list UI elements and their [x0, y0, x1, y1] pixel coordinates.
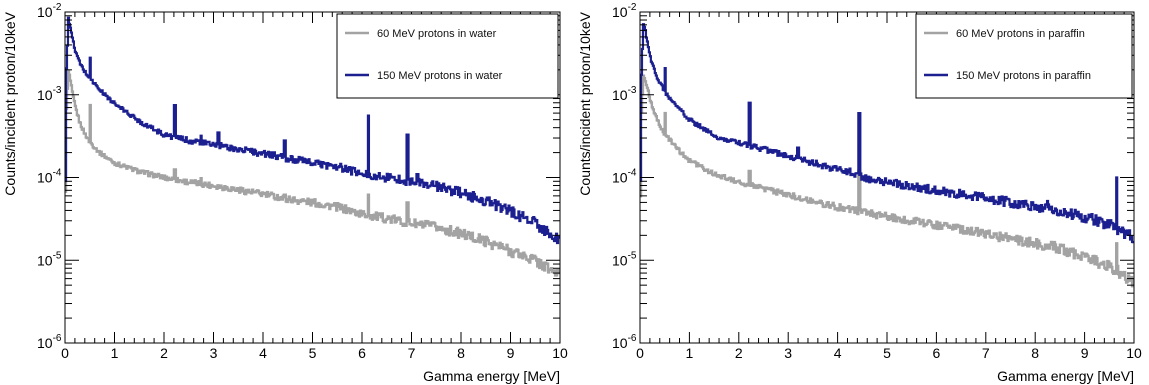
- y-tick-label: 10-3: [37, 85, 62, 103]
- x-tick-label: 0: [61, 345, 69, 361]
- series-line-1: [639, 74, 1135, 288]
- y-tick-label: 10-5: [37, 250, 62, 268]
- y-tick-base: 10: [612, 335, 628, 351]
- x-tick-label: 5: [309, 345, 317, 361]
- x-tick-label: 4: [259, 345, 267, 361]
- y-axis-title: Counts/incident proton/10keV: [2, 11, 18, 195]
- y-tick-exponent: -2: [53, 2, 62, 13]
- x-tick-label: 2: [735, 345, 743, 361]
- legend-box: [915, 13, 1133, 99]
- x-tick-label: 7: [408, 345, 416, 361]
- y-tick-label: 10-4: [37, 168, 62, 186]
- legend-label: 60 MeV protons in water: [377, 28, 497, 40]
- y-tick-exponent: -4: [53, 168, 62, 179]
- y-tick-label: 10-3: [612, 85, 637, 103]
- y-tick-base: 10: [612, 87, 628, 103]
- x-tick-label: 6: [358, 345, 366, 361]
- x-tick-label: 3: [210, 345, 218, 361]
- y-tick-exponent: -2: [628, 2, 637, 13]
- x-tick-label: 10: [552, 345, 568, 361]
- y-tick-label: 10-6: [37, 333, 62, 351]
- y-tick-base: 10: [612, 4, 628, 20]
- y-tick-label: 10-6: [612, 333, 637, 351]
- series-line-2: [639, 23, 1135, 244]
- x-tick-label: 5: [883, 345, 891, 361]
- y-tick-exponent: -5: [53, 250, 62, 261]
- y-tick-label: 10-2: [612, 2, 637, 20]
- x-tick-label: 7: [982, 345, 990, 361]
- y-tick-exponent: -3: [628, 85, 637, 96]
- x-tick-label: 0: [636, 345, 644, 361]
- y-tick-exponent: -6: [628, 333, 637, 344]
- x-tick-label: 6: [933, 345, 941, 361]
- x-tick-label: 10: [1126, 345, 1142, 361]
- legend-label: 150 MeV protons in water: [377, 70, 503, 82]
- x-tick-label: 8: [1031, 345, 1039, 361]
- x-tick-label: 1: [111, 345, 119, 361]
- legend: 60 MeV protons in paraffin 150 MeV proton…: [915, 13, 1133, 99]
- y-tick-base: 10: [612, 170, 628, 186]
- legend: 60 MeV protons in water 150 MeV protons i…: [336, 13, 559, 99]
- x-tick-label: 9: [1081, 345, 1089, 361]
- x-axis-title: Gamma energy [MeV]: [423, 368, 560, 384]
- y-tick-base: 10: [37, 87, 53, 103]
- x-tick-label: 1: [686, 345, 694, 361]
- series-line-2: [64, 16, 561, 245]
- series-line-1: [64, 70, 561, 277]
- y-tick-exponent: -3: [53, 85, 62, 96]
- x-tick-label: 8: [457, 345, 465, 361]
- y-tick-label: 10-2: [37, 2, 62, 20]
- y-tick-exponent: -5: [628, 250, 637, 261]
- y-tick-label: 10-4: [612, 168, 637, 186]
- x-tick-label: 2: [160, 345, 168, 361]
- x-tick-label: 9: [507, 345, 515, 361]
- y-tick-exponent: -6: [53, 333, 62, 344]
- x-axis-title: Gamma energy [MeV]: [997, 368, 1134, 384]
- y-tick-base: 10: [37, 335, 53, 351]
- y-tick-base: 10: [612, 252, 628, 268]
- y-axis-title: Counts/incident proton/10keV: [577, 11, 593, 195]
- y-tick-base: 10: [37, 4, 53, 20]
- y-tick-exponent: -4: [628, 168, 637, 179]
- x-tick-label: 4: [834, 345, 842, 361]
- y-tick-label: 10-5: [612, 250, 637, 268]
- y-tick-base: 10: [37, 252, 53, 268]
- legend-box: [336, 13, 559, 99]
- legend-label: 150 MeV protons in paraffin: [956, 70, 1091, 82]
- x-tick-label: 3: [784, 345, 792, 361]
- y-tick-base: 10: [37, 170, 53, 186]
- legend-label: 60 MeV protons in paraffin: [956, 28, 1085, 40]
